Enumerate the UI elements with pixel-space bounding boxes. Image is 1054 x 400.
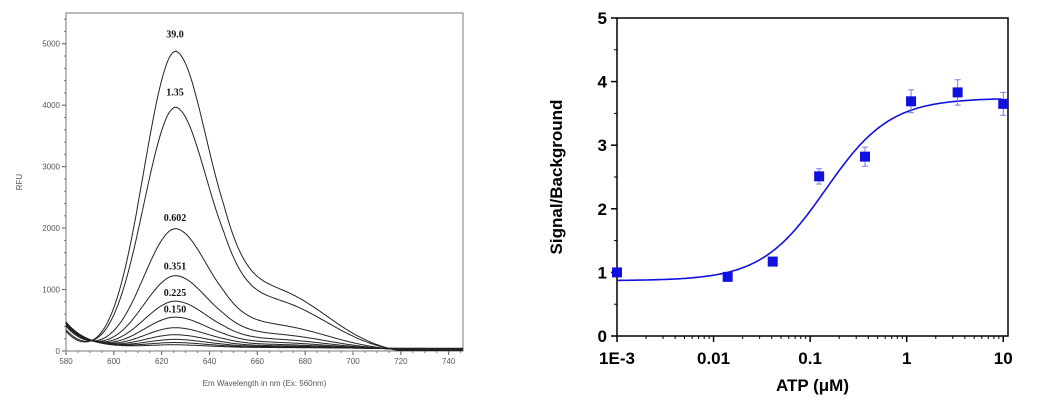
x-axis-label: Em Wavelength in nm (Ex: 560nm) [203,379,327,388]
data-point [722,271,733,282]
y-tick-label: 1000 [42,286,60,295]
x-tick-label: 1E-3 [599,349,635,368]
data-point [998,98,1009,109]
x-tick-label: 600 [107,357,121,366]
data-point [952,87,963,98]
y-tick-label: 5 [598,9,607,28]
series-label: 0.351 [164,261,187,272]
y-tick-label: 5000 [42,40,60,49]
x-tick-label: 1 [902,349,911,368]
y-tick-label: 0 [598,327,607,346]
plot-frame [616,17,1009,337]
x-tick-label: 720 [394,357,408,366]
series-label: 0.225 [164,288,187,299]
x-tick-label: 580 [59,357,73,366]
y-tick-label: 4 [598,73,608,92]
data-point [859,151,870,162]
spectrum-line [65,50,463,351]
y-tick-label: 2000 [42,224,60,233]
data-point [612,267,622,278]
y-axis-label: RFU [15,174,24,191]
x-tick-label: 0.01 [697,349,730,368]
series-label: 39.0 [166,30,184,41]
y-axis-label: Signal/Background [547,100,566,255]
data-point [906,96,917,107]
fit-curve [617,98,1002,282]
y-tick-label: 3 [598,136,607,155]
series-label: 0.602 [164,213,187,224]
x-tick-label: 680 [298,357,312,366]
emission-spectra-chart: 0 1000 2000 3000 4000 5000 580 600 620 640 660 680 7… [15,12,464,388]
plot-frame [65,12,464,352]
y-tick-label: 3000 [42,163,60,172]
x-tick-label: 640 [203,357,217,366]
dose-response-chart: 0 1 2 3 4 5 1E-3 0.01 0.1 1 10 ATP (μM) Signal/Backg… [547,9,1013,395]
x-tick-label: 0.1 [798,349,822,368]
y-tick-label: 1 [598,263,607,282]
x-tick-label: 660 [251,357,265,366]
spectrum-line [65,321,463,349]
data-point [767,256,778,267]
series-label: 1.35 [166,87,184,98]
y-tick-label: 2 [598,200,607,219]
data-point [814,171,825,182]
x-tick-label: 10 [994,349,1013,368]
x-axis-label: ATP (μM) [776,376,849,395]
spectrum-line [65,275,463,351]
y-tick-label: 4000 [42,101,60,110]
y-tick-label: 0 [56,347,61,356]
x-tick-label: 700 [346,357,360,366]
x-tick-label: 740 [442,357,456,366]
x-tick-label: 620 [155,357,169,366]
series-label: 0.150 [164,304,187,315]
